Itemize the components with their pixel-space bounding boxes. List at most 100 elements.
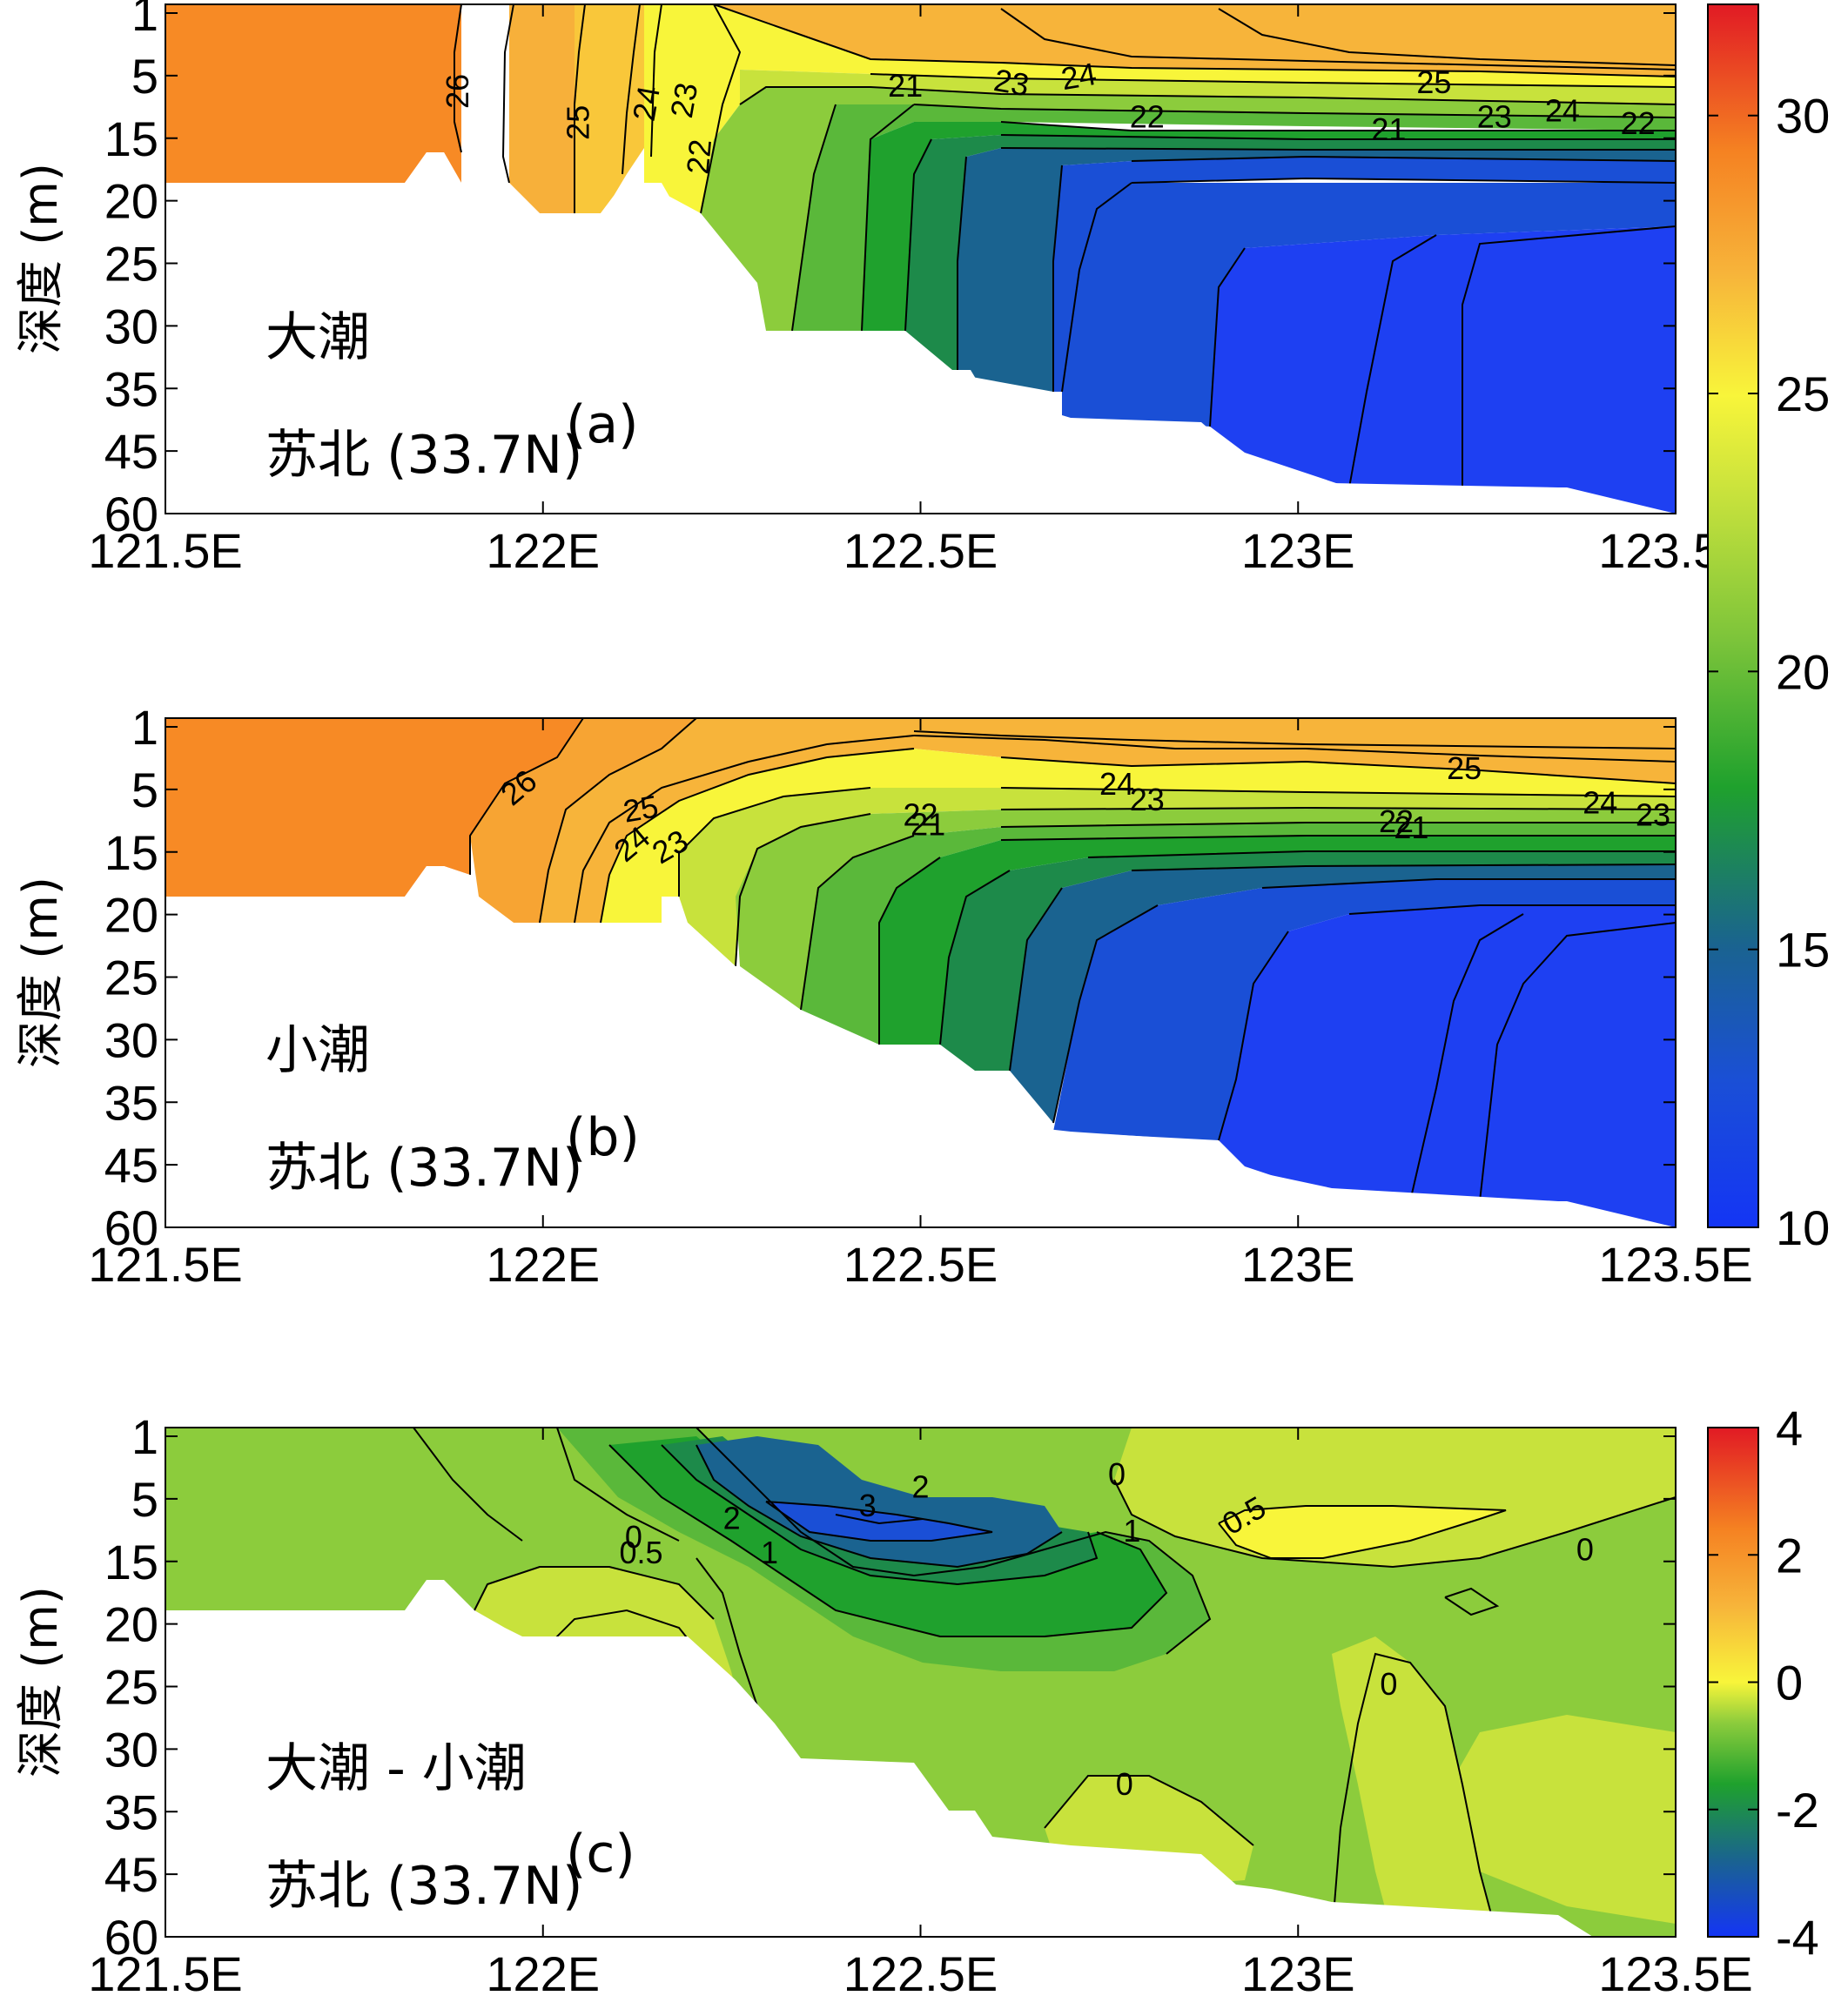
x-tick-label: 122.5E: [843, 1946, 998, 2001]
y-tick-label: 25: [104, 237, 158, 292]
panel-b-tide-annotation: 小潮: [265, 1020, 370, 1081]
panel-a-section-annotation: 苏北 (33.7N): [265, 425, 582, 486]
colorbar-tick-label: 4: [1776, 1401, 1803, 1455]
contour-label: 24: [626, 83, 667, 124]
contour-label: 25: [561, 105, 596, 140]
panel-c-section-annotation: 苏北 (33.7N): [265, 1856, 582, 1917]
panel-a-fills: [165, 4, 1676, 514]
panel-c-seafloor-mask: [165, 1580, 1676, 1937]
y-tick-label: 60: [104, 1910, 158, 1965]
contour-label: 23: [1130, 782, 1165, 817]
contour-label: 21: [1394, 810, 1428, 845]
y-tick-label: 35: [104, 361, 158, 416]
contour-label: 24: [1545, 93, 1580, 129]
y-tick-label: 5: [131, 49, 158, 104]
colorbar-temperature-gradient: [1707, 3, 1759, 1228]
colorbar-temperature-ticks: 30 25 20 15 10: [1708, 89, 1830, 1255]
contour-label: 22: [680, 138, 718, 175]
y-tick-label: 30: [104, 299, 158, 353]
contour-label: 22: [1621, 105, 1656, 141]
contour-label: 0: [1108, 1456, 1126, 1492]
x-tick-label: 123E: [1241, 1946, 1355, 2001]
contour-label: 23: [663, 80, 704, 121]
panel-c-contours: [413, 1427, 1677, 1938]
panel-b-contours: [469, 717, 1677, 1202]
contour-label: 26: [440, 74, 475, 109]
contour-label: 0: [1116, 1766, 1133, 1802]
contour-label: 24: [1099, 766, 1134, 802]
x-tick-label: 122E: [486, 1237, 600, 1292]
colorbar-tick-label: 15: [1776, 923, 1830, 978]
colorbar-tick-label: 30: [1776, 89, 1830, 144]
y-tick-label: 20: [104, 888, 158, 943]
x-tick-label: 122.5E: [843, 1237, 998, 1292]
contour-label: 25: [1447, 750, 1482, 786]
y-tick-label: 35: [104, 1075, 158, 1130]
x-tick-label: 122E: [486, 523, 600, 578]
contour-label: 0.5: [620, 1535, 663, 1570]
panel-a-tide-annotation: 大潮: [265, 307, 370, 368]
contour-label: 24: [1058, 56, 1099, 97]
x-tick-label: 122E: [486, 1946, 600, 2001]
y-tick-label: 25: [104, 1660, 158, 1715]
y-tick-label: 15: [104, 1535, 158, 1589]
panel-a-ylabel: 深度 (m): [13, 163, 68, 354]
contour-label: 0: [1380, 1666, 1397, 1702]
panel-c-ticks: 121.5E 122E 122.5E 123E 123.5E15152025303545…: [88, 1409, 1753, 2001]
y-tick-label: 60: [104, 487, 158, 541]
y-tick-label: 1: [131, 0, 158, 41]
contour-label: 23: [1477, 99, 1512, 135]
y-tick-label: 1: [131, 1409, 158, 1464]
contour-label: 21: [1371, 111, 1406, 147]
colorbar-tick-label: 25: [1776, 366, 1830, 421]
contour-label: 22: [1379, 803, 1414, 839]
panel-c-tide-annotation: 大潮 - 小潮: [265, 1738, 527, 1799]
y-tick-label: 30: [104, 1722, 158, 1777]
colorbar-tick-label: -2: [1776, 1783, 1819, 1838]
y-tick-label: 60: [104, 1200, 158, 1255]
contour-label: 2: [911, 1469, 929, 1505]
panel-a-ticks: 121.5E 122E 122.5E 123E 123.5E15152025303545…: [88, 0, 1753, 578]
colorbar-temperature: 30 25 20 15 10: [1707, 3, 1830, 1255]
y-tick-label: 20: [104, 1597, 158, 1652]
x-tick-label: 123E: [1241, 523, 1355, 578]
panel-a-label: (a): [566, 394, 639, 455]
y-tick-label: 45: [104, 1138, 158, 1193]
contour-label: 21: [911, 807, 945, 843]
y-tick-label: 20: [104, 174, 158, 229]
y-tick-label: 45: [104, 1847, 158, 1902]
panel-b-fills: [165, 718, 1676, 1227]
panel-b-label: (b): [566, 1107, 640, 1168]
y-tick-label: 15: [104, 111, 158, 166]
y-tick-label: 5: [131, 763, 158, 817]
colorbar-tick-label: 20: [1776, 644, 1830, 699]
colorbar-tick-label: 0: [1776, 1656, 1803, 1710]
contour-label: 24: [1583, 784, 1617, 820]
panel-b-section-annotation: 苏北 (33.7N): [265, 1138, 582, 1199]
colorbar-tick-label: -4: [1776, 1910, 1819, 1965]
y-tick-label: 35: [104, 1784, 158, 1839]
contour-label: 22: [903, 797, 937, 833]
contour-label: 25: [1416, 64, 1451, 100]
contour-label: 0: [1576, 1531, 1594, 1567]
x-tick-label: 123.5E: [1598, 1237, 1753, 1292]
colorbar-difference: 4 2 0 -2 -4: [1707, 1401, 1819, 1965]
contour-label: 25: [621, 788, 662, 829]
x-tick-label: 123E: [1241, 1237, 1355, 1292]
y-tick-label: 5: [131, 1472, 158, 1527]
contour-label: 2: [723, 1501, 741, 1536]
panel-a-contours: [454, 3, 1677, 488]
contour-label: 23: [1636, 797, 1670, 833]
panel-c-label: (c): [566, 1824, 635, 1885]
x-tick-label: 122.5E: [843, 523, 998, 578]
contour-label: 1: [1123, 1513, 1140, 1549]
colorbar-tick-label: 10: [1776, 1200, 1830, 1255]
y-tick-label: 15: [104, 825, 158, 880]
panel-a-seafloor-mask: [165, 152, 1676, 514]
colorbar-tick-label: 2: [1776, 1528, 1803, 1583]
contour-label: 1: [761, 1535, 778, 1570]
